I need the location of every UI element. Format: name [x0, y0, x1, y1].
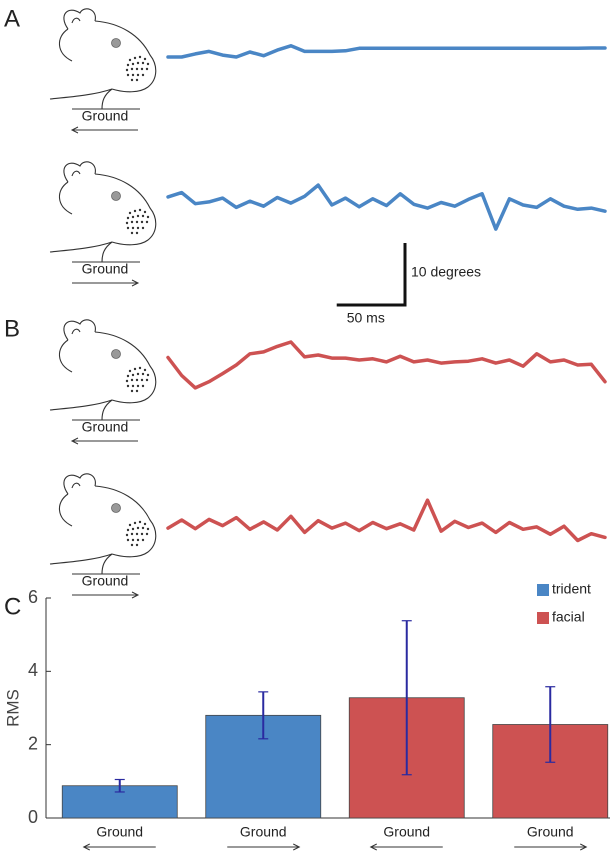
y-tick-label: 6 [28, 587, 38, 607]
x-tick-label: Ground [383, 824, 430, 840]
scale-bar-label: 10 degrees [411, 264, 481, 280]
y-axis-label: RMS [3, 689, 22, 727]
arrow-head [293, 843, 301, 851]
legend-swatch [537, 584, 549, 596]
arrow-head [70, 126, 79, 134]
trace-line [166, 498, 607, 543]
scale-bar-label: 50 ms [347, 310, 385, 326]
trace-line [166, 44, 607, 59]
legend-swatch [537, 612, 549, 624]
arrow-head [369, 843, 377, 851]
mouse-drawing [49, 319, 157, 421]
y-tick-label: 2 [28, 733, 38, 753]
arrow-head [82, 843, 90, 851]
trace-line [166, 183, 607, 231]
stimulus-label: Ground [82, 419, 129, 435]
legend-label: facial [552, 609, 585, 625]
arrow-head [131, 591, 140, 599]
panel-letter: A [4, 5, 20, 32]
mouse-drawing [49, 8, 157, 110]
stimulus-label: Ground [82, 573, 129, 589]
trace-line [166, 340, 607, 390]
arrow-head [131, 279, 140, 287]
legend-label: trident [552, 581, 591, 597]
panel-letter: C [4, 593, 21, 620]
arrow-head [580, 843, 588, 851]
panel-letter: B [4, 315, 20, 342]
stimulus-label: Ground [82, 261, 129, 277]
x-tick-label: Ground [527, 824, 574, 840]
mouse-drawing [49, 473, 157, 575]
y-tick-label: 4 [28, 660, 38, 680]
mouse-drawing [49, 161, 157, 263]
x-tick-label: Ground [96, 824, 143, 840]
y-tick-label: 0 [28, 807, 38, 827]
x-tick-label: Ground [240, 824, 287, 840]
stimulus-label: Ground [82, 108, 129, 124]
arrow-head [70, 437, 79, 445]
